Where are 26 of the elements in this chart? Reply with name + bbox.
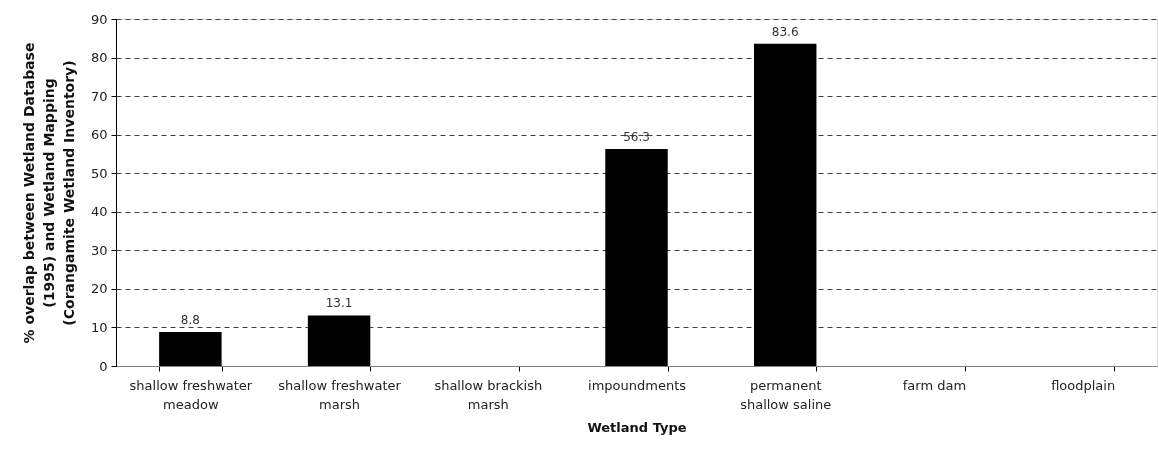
y-tick-label: 90 <box>90 11 108 27</box>
y-tick-label: 0 <box>99 358 108 374</box>
y-tick-label: 20 <box>90 281 108 297</box>
y-tick-label: 60 <box>90 127 108 143</box>
data-label: 83.6 <box>771 24 799 39</box>
data-label: 13.1 <box>325 296 353 311</box>
data-label: 8.8 <box>180 313 200 328</box>
y-tick-label: 50 <box>90 165 108 181</box>
x-tick-label: shallow freshwater meadow <box>129 377 253 412</box>
y-tick-label: 70 <box>90 88 108 104</box>
bar <box>307 315 371 366</box>
y-tick-label: 10 <box>90 319 108 335</box>
y-tick-label: 80 <box>90 50 108 66</box>
x-axis-title: Wetland Type <box>587 419 687 435</box>
x-tick-label: permanent shallow saline <box>740 377 832 412</box>
bar <box>753 43 817 366</box>
y-tick-label: 40 <box>90 204 108 220</box>
data-label: 56.3 <box>623 129 650 144</box>
y-axis-title: % overlap between Wetland Database (1995) and Wetland Mapping (Corangamite Wetland Inventory) <box>20 42 77 344</box>
x-tick-label: farm dam <box>902 377 967 393</box>
x-tick-label: impoundments <box>588 377 687 393</box>
y-tick-label: 30 <box>90 242 108 258</box>
x-tick-label: floodplain <box>1051 377 1116 393</box>
x-tick-label: shallow freshwater marsh <box>278 377 402 412</box>
x-tick-label: shallow brackish marsh <box>434 377 543 412</box>
bar <box>605 148 668 366</box>
